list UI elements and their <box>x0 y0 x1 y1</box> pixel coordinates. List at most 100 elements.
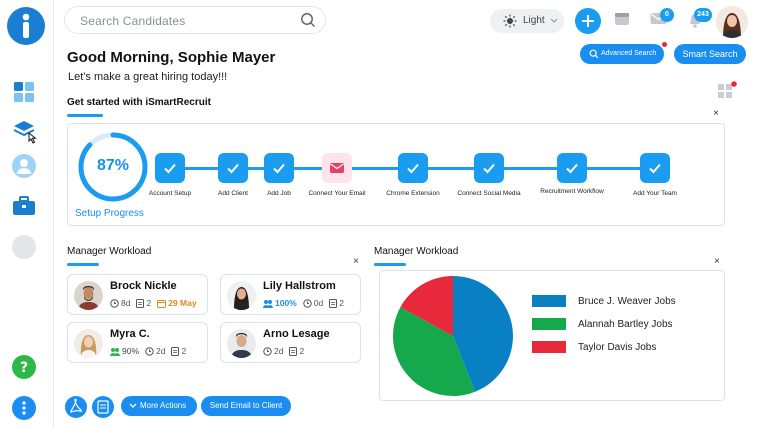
due-date-value: 29 May <box>168 298 197 308</box>
manager-stats: 100% 0d 2 <box>263 298 344 308</box>
search-input[interactable]: Search Candidates <box>80 14 186 28</box>
manager-name: Lily Hallstrom <box>263 280 336 292</box>
setup-step-label: Chrome Extension <box>386 190 440 197</box>
manager-card[interactable]: Lily Hallstrom 100% 0d 2 <box>220 274 361 315</box>
document-export-button[interactable] <box>92 396 114 418</box>
setup-step-8[interactable] <box>640 153 670 183</box>
setup-step-label: Add Your Team <box>633 190 677 197</box>
setup-step-label: Add Client <box>218 190 248 197</box>
manager-card[interactable]: Myra C. 90% 2d 2 <box>67 322 208 363</box>
setup-step-2[interactable] <box>218 153 248 183</box>
legend-label: Alannah Bartley Jobs <box>578 318 673 330</box>
setup-step-4[interactable] <box>322 153 352 183</box>
advanced-search-indicator <box>662 42 667 47</box>
workload-title-right: Manager Workload <box>374 246 459 257</box>
pdf-icon <box>70 398 83 413</box>
manager-stats: 2d 2 <box>263 346 304 356</box>
checkmark-icon <box>164 163 176 174</box>
percentage-value: 100% <box>275 298 297 308</box>
setup-step-5[interactable] <box>398 153 428 183</box>
search-box[interactable]: Search Candidates <box>64 6 326 34</box>
count-value: 2 <box>339 298 344 308</box>
days-value: 0d <box>313 298 324 308</box>
avatar <box>227 281 256 310</box>
greeting-title: Good Morning, Sophie Mayer <box>67 49 276 66</box>
team-icon <box>263 299 273 308</box>
help-icon[interactable]: ? <box>12 355 36 379</box>
workload-title-left: Manager Workload <box>67 246 152 257</box>
manager-card[interactable]: Arno Lesage 2d 2 <box>220 322 361 363</box>
checkmark-icon <box>649 163 661 174</box>
setup-step-7[interactable] <box>557 153 587 183</box>
setup-step-label: Recruitment Workflow <box>540 188 604 195</box>
clock-icon <box>110 298 119 308</box>
add-new-button[interactable] <box>575 8 601 34</box>
workload-left-close-button[interactable]: × <box>353 256 359 267</box>
calendar-icon[interactable] <box>614 11 630 27</box>
legend-swatch <box>532 295 566 307</box>
search-icon[interactable] <box>300 12 316 28</box>
setup-progress-panel: 87% Setup Progress Account Setup Add Clie… <box>67 123 725 226</box>
chevron-down-icon <box>550 18 558 24</box>
placeholder-circle-icon[interactable] <box>12 235 36 259</box>
advanced-search-button[interactable]: Advanced Search <box>580 44 664 64</box>
send-email-button[interactable]: Send Email to Client <box>201 396 291 416</box>
chevron-down-icon <box>129 403 137 409</box>
legend-item[interactable]: Bruce J. Weaver Jobs <box>532 295 676 307</box>
workload-right-close-button[interactable]: × <box>714 256 720 267</box>
count-value: 2 <box>181 346 187 356</box>
setup-step-label: Account Setup <box>148 190 192 197</box>
search-icon <box>589 49 599 59</box>
briefcase-icon[interactable] <box>12 194 36 218</box>
dashboard-icon[interactable] <box>12 80 36 104</box>
plus-icon <box>582 15 594 27</box>
mail-count-badge: 0 <box>660 8 674 22</box>
manager-name: Myra C. <box>110 328 150 340</box>
legend-item[interactable]: Alannah Bartley Jobs <box>532 318 673 330</box>
manager-stats: 90% 2d 2 <box>110 346 186 356</box>
pie-slice-3[interactable] <box>400 276 453 336</box>
setup-step-3[interactable] <box>264 153 294 183</box>
clock-icon <box>263 346 272 356</box>
legend-item[interactable]: Taylor Davis Jobs <box>532 341 656 353</box>
days-value: 8d <box>121 298 131 308</box>
count-value: 2 <box>299 346 305 356</box>
legend-label: Taylor Davis Jobs <box>578 341 657 353</box>
setup-close-button[interactable]: × <box>713 108 719 119</box>
theme-label: Light <box>523 15 545 26</box>
days-value: 2d <box>274 346 284 356</box>
checkmark-icon <box>273 163 285 174</box>
setup-step-1[interactable] <box>155 153 185 183</box>
checkmark-icon <box>407 163 419 174</box>
pie-slice-1[interactable] <box>453 276 513 392</box>
avatar <box>227 329 256 358</box>
app-logo[interactable] <box>5 5 47 47</box>
setup-progress-value: 87% <box>96 157 130 174</box>
avatar <box>74 281 103 310</box>
more-actions-button[interactable]: More Actions <box>121 396 197 416</box>
manager-card[interactable]: Brock Nickle 8d 2 29 May <box>67 274 208 315</box>
setup-step-label: Connect Social Media <box>457 190 521 197</box>
get-started-heading: Get started with iSmartRecruit <box>67 97 211 108</box>
avatar <box>74 329 103 358</box>
advanced-search-label: Advanced Search <box>601 50 657 57</box>
days-value: 2d <box>156 346 166 356</box>
document-icon <box>289 346 298 356</box>
candidate-profile-icon[interactable] <box>12 154 36 178</box>
workload-pie-chart <box>393 276 513 396</box>
theme-toggle[interactable]: Light <box>490 9 564 33</box>
layers-icon[interactable] <box>12 118 37 144</box>
checkmark-icon <box>227 163 239 174</box>
widgets-icon[interactable] <box>717 81 737 99</box>
sun-icon <box>503 14 517 28</box>
manager-stats: 8d 2 29 May <box>110 298 197 308</box>
more-options-icon[interactable] <box>12 396 36 420</box>
section-underline <box>67 263 99 266</box>
pdf-button[interactable] <box>65 396 87 418</box>
document-icon <box>97 400 109 414</box>
section-underline <box>67 114 103 117</box>
user-avatar[interactable] <box>716 6 748 38</box>
setup-step-6[interactable] <box>474 153 504 183</box>
pie-slice-2[interactable] <box>393 307 476 396</box>
smart-search-button[interactable]: Smart Search <box>674 44 746 64</box>
